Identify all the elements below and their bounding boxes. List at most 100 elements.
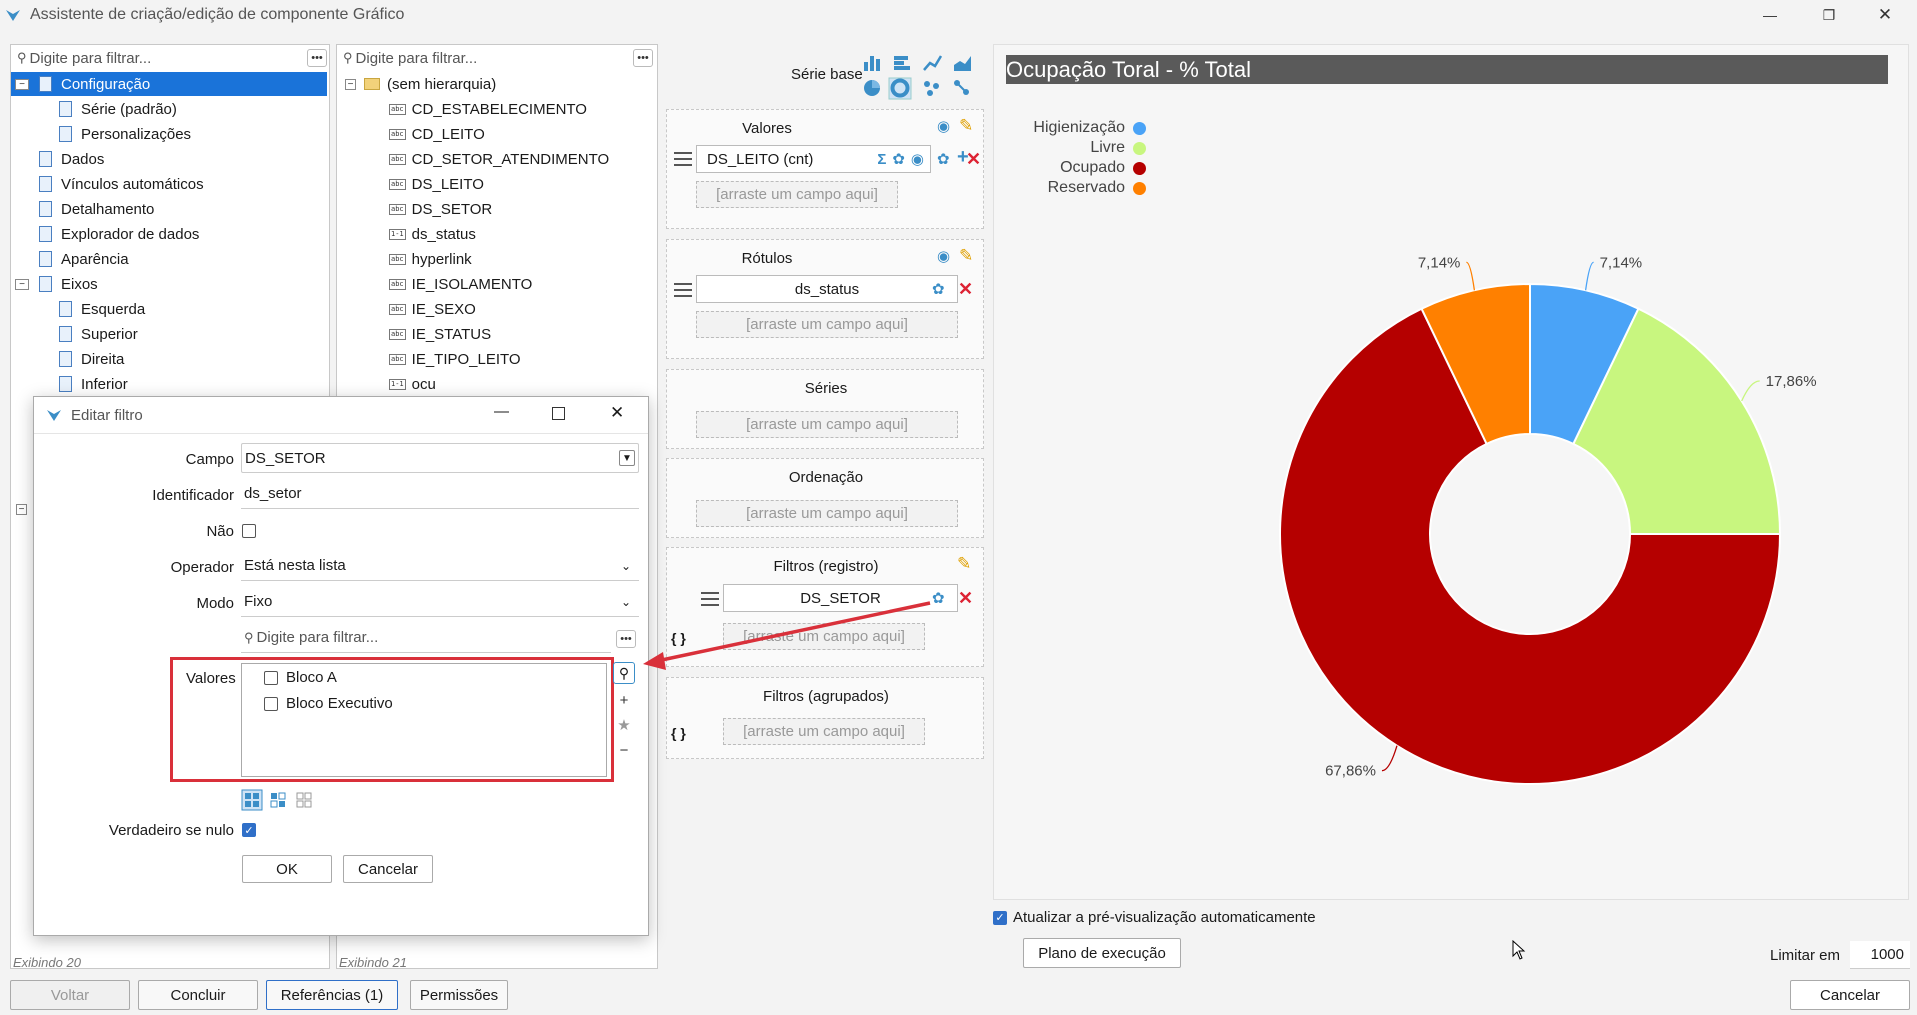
field-item[interactable]: abc IE_STATUS: [389, 322, 491, 346]
donut-slice-ocupado[interactable]: [1279, 307, 1782, 785]
remove-field-icon[interactable]: ✕: [958, 588, 974, 608]
close-icon[interactable]: ✕: [1877, 5, 1893, 24]
finish-button[interactable]: Concluir: [138, 980, 258, 1010]
tree-item[interactable]: − Eixos: [11, 272, 327, 296]
field-item[interactable]: abc IE_ISOLAMENTO: [389, 272, 532, 296]
field-item[interactable]: abc CD_ESTABELECIMENTO: [389, 97, 587, 121]
collapse-icon[interactable]: −: [15, 78, 29, 90]
view-mode-selector[interactable]: [241, 789, 315, 811]
collapse-icon[interactable]: −: [345, 78, 356, 90]
ordenacao-drop-zone[interactable]: [arraste um campo aqui]: [696, 500, 958, 527]
valores-drop-zone[interactable]: [arraste um campo aqui]: [696, 181, 898, 208]
broom-icon[interactable]: ✎: [959, 116, 974, 135]
chart-type-selector[interactable]: [862, 50, 978, 100]
collapse-icon[interactable]: −: [16, 504, 27, 515]
remove-field-icon[interactable]: ✕: [958, 279, 974, 299]
drag-handle-icon[interactable]: [701, 592, 719, 606]
field-item[interactable]: abc CD_SETOR_ATENDIMENTO: [389, 147, 609, 171]
execution-plan-button[interactable]: Plano de execução: [1023, 938, 1181, 968]
add-icon[interactable]: +: [957, 146, 969, 168]
target-icon[interactable]: ◉: [910, 151, 924, 168]
tree-item[interactable]: Vínculos automáticos: [11, 172, 327, 196]
field-item[interactable]: abc CD_LEITO: [389, 122, 485, 146]
gear-icon[interactable]: ✿: [892, 151, 905, 168]
valores-field[interactable]: DS_LEITO (cnt) Σ ✿ ◉: [696, 145, 931, 173]
minimize-icon[interactable]: —: [1763, 7, 1777, 23]
tree-item[interactable]: Esquerda: [11, 297, 327, 321]
valores-item-checkbox[interactable]: [264, 696, 278, 711]
braces-icon[interactable]: { }: [671, 630, 686, 646]
donut-slice-reservado[interactable]: [1420, 282, 1531, 446]
field-item[interactable]: abc DS_SETOR: [389, 197, 492, 221]
operador-select[interactable]: Está nesta lista ⌄: [241, 551, 639, 581]
drag-handle-icon[interactable]: [674, 152, 692, 166]
tree-item[interactable]: Superior: [11, 322, 327, 346]
chevron-down-icon[interactable]: ▼: [619, 450, 635, 466]
close-icon[interactable]: ✕: [610, 403, 625, 422]
remove-field-icon[interactable]: ✕: [966, 149, 982, 169]
tree-item[interactable]: Personalizações: [11, 122, 327, 146]
tree-item[interactable]: Inferior: [11, 372, 327, 396]
search-values-icon[interactable]: ⚲: [613, 662, 635, 684]
tree-item[interactable]: Aparência: [11, 247, 327, 271]
valores-list-item[interactable]: Bloco Executivo: [264, 695, 393, 712]
nao-checkbox[interactable]: [242, 524, 256, 538]
broom-icon[interactable]: ✎: [957, 554, 972, 573]
campo-select[interactable]: DS_SETOR ▼: [241, 443, 639, 473]
tree-item[interactable]: Dados: [11, 147, 327, 171]
references-button[interactable]: Referências (1): [266, 980, 398, 1010]
valores-item-checkbox[interactable]: [264, 670, 278, 685]
maximize-icon[interactable]: [552, 407, 565, 420]
filtros-agrupados-drop-zone[interactable]: [arraste um campo aqui]: [723, 718, 925, 745]
tree-item[interactable]: Direita: [11, 347, 327, 371]
ok-button[interactable]: OK: [242, 855, 332, 883]
tree-item[interactable]: − Configuração: [11, 72, 327, 96]
field-item[interactable]: 1-1 ds_status: [389, 222, 476, 246]
field-item[interactable]: 1-1 ocu: [389, 372, 436, 396]
fields-search-box[interactable]: ⚲ Digite para filtrar...: [337, 45, 657, 71]
broom-icon[interactable]: ✎: [959, 246, 974, 265]
verdadeiro-checkbox[interactable]: ✓: [242, 823, 256, 837]
tree-root-no-hierarchy[interactable]: − (sem hierarquia): [345, 72, 496, 96]
tree-item[interactable]: Detalhamento: [11, 197, 327, 221]
more-options-button[interactable]: •••: [633, 49, 653, 67]
chevron-down-icon[interactable]: ⌄: [620, 594, 631, 609]
remove-value-icon[interactable]: −: [619, 741, 629, 759]
permissions-button[interactable]: Permissões: [410, 980, 508, 1010]
add-value-icon[interactable]: +: [619, 691, 629, 709]
filtro-registro-field[interactable]: DS_SETOR: [723, 584, 958, 612]
tree-item[interactable]: Explorador de dados: [11, 222, 327, 246]
drag-handle-icon[interactable]: [674, 283, 692, 297]
limit-input[interactable]: 1000: [1850, 941, 1910, 969]
more-options-button[interactable]: •••: [307, 49, 327, 67]
sum-icon[interactable]: Σ: [877, 150, 887, 168]
field-item[interactable]: abc IE_TIPO_LEITO: [389, 347, 521, 371]
back-button[interactable]: Voltar: [10, 980, 130, 1010]
minimize-icon[interactable]: —: [494, 403, 509, 420]
modo-select[interactable]: Fixo ⌄: [241, 587, 639, 617]
auto-update-row[interactable]: ✓ Atualizar a pré-visualização automatic…: [993, 909, 1316, 926]
braces-icon[interactable]: { }: [671, 725, 686, 741]
restore-icon[interactable]: ❐: [1822, 6, 1836, 23]
gear-icon[interactable]: ✿: [937, 151, 950, 168]
gear-icon[interactable]: ✿: [932, 590, 945, 607]
chevron-down-icon[interactable]: ⌄: [620, 558, 631, 573]
gear-icon[interactable]: ✿: [932, 281, 945, 298]
config-search-box[interactable]: ⚲ Digite para filtrar...: [11, 45, 329, 71]
tree-item[interactable]: Série (padrão): [11, 97, 327, 121]
collapse-icon[interactable]: −: [15, 278, 29, 290]
more-options-button[interactable]: •••: [616, 630, 636, 648]
rotulos-field[interactable]: ds_status: [696, 275, 958, 303]
identificador-input[interactable]: ds_setor: [241, 479, 639, 509]
series-drop-zone[interactable]: [arraste um campo aqui]: [696, 411, 958, 438]
star-icon[interactable]: ★: [617, 717, 631, 734]
filtros-registro-drop-zone[interactable]: [arraste um campo aqui]: [723, 623, 925, 650]
field-item[interactable]: abc IE_SEXO: [389, 297, 476, 321]
valores-filter-input[interactable]: ⚲ Digite para filtrar...: [241, 623, 611, 653]
refresh-icon[interactable]: ◉: [937, 248, 951, 265]
auto-update-checkbox[interactable]: ✓: [993, 910, 1007, 925]
cancel-button[interactable]: Cancelar: [343, 855, 433, 883]
rotulos-drop-zone[interactable]: [arraste um campo aqui]: [696, 311, 958, 338]
valores-list-item[interactable]: Bloco A: [264, 669, 337, 686]
donut-slice-livre[interactable]: [1572, 307, 1782, 535]
